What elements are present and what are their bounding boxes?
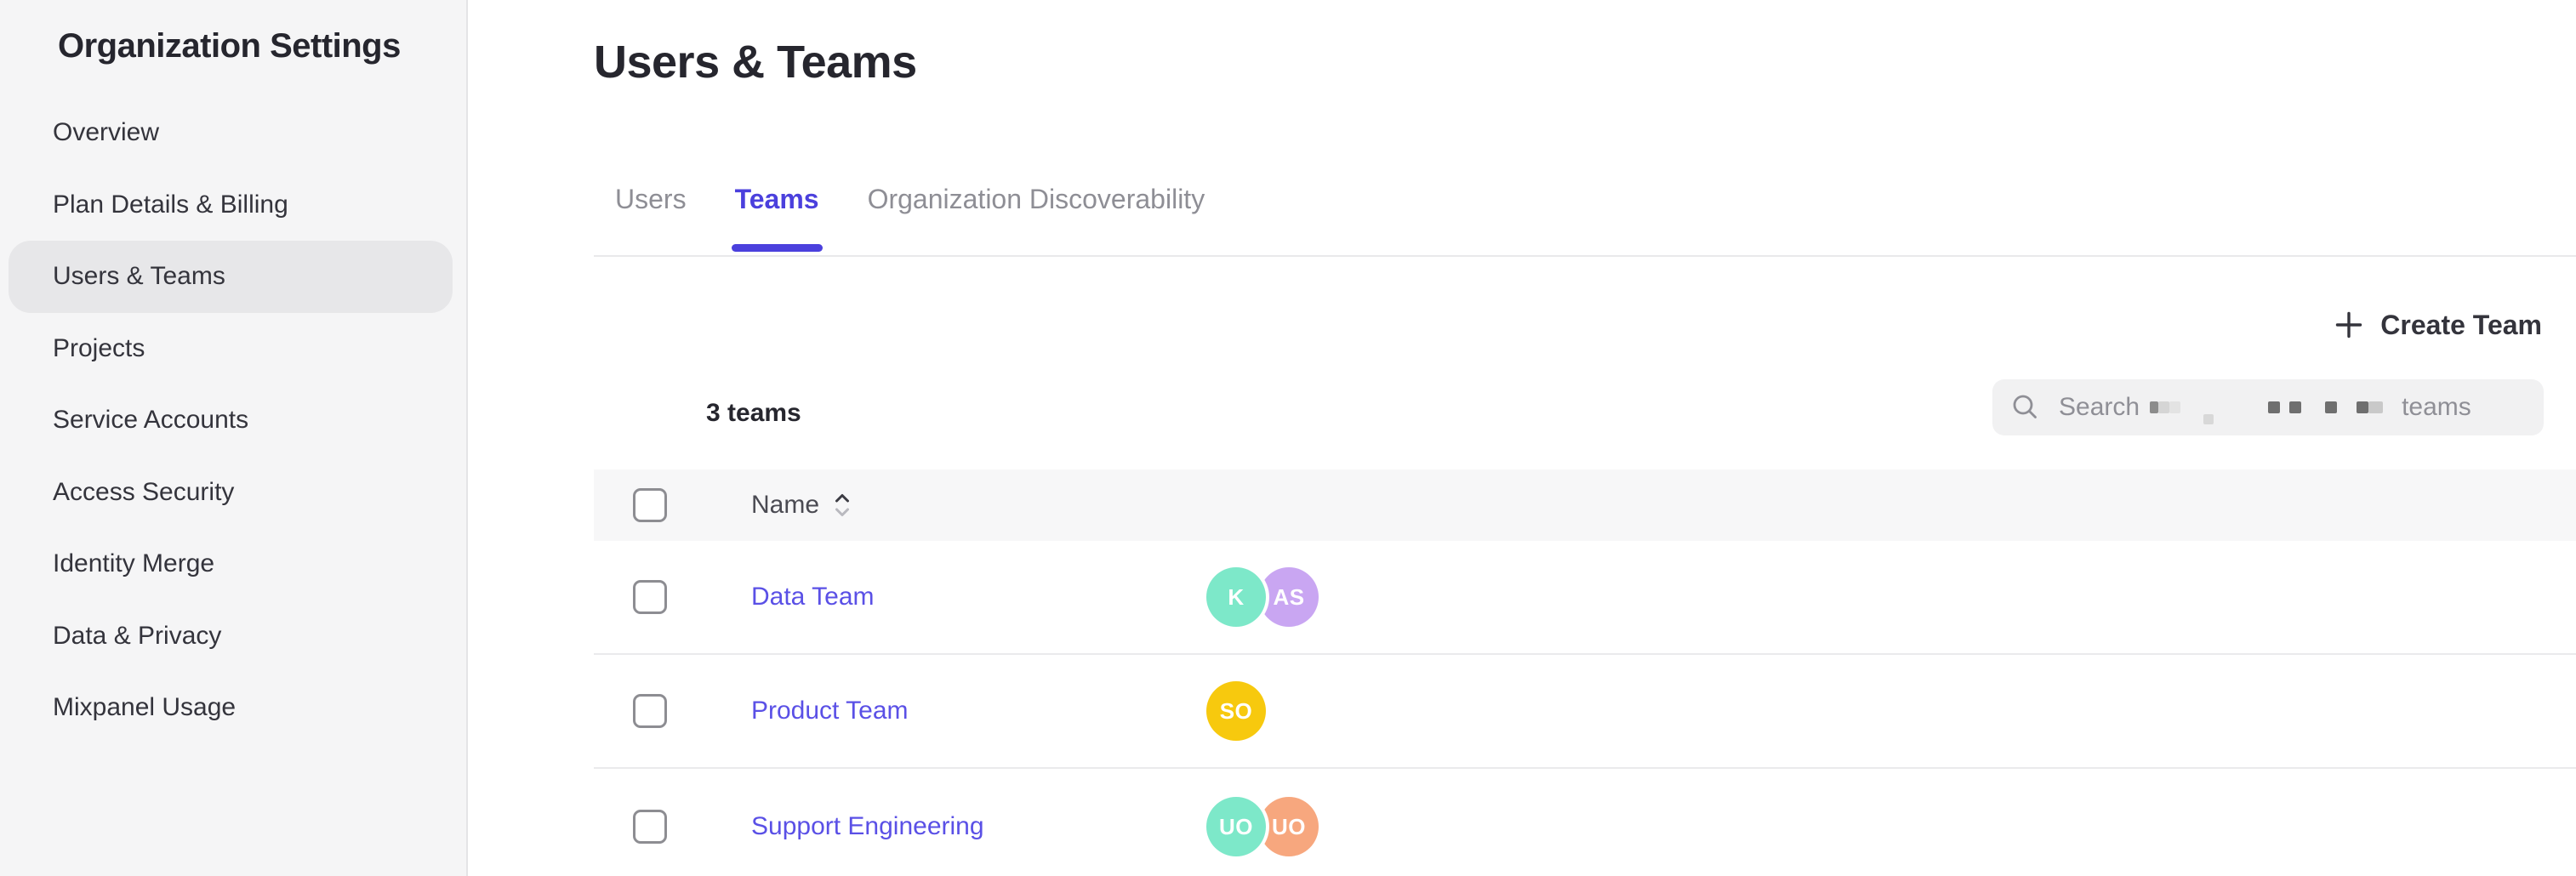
redacted-text-block: [2169, 401, 2181, 413]
sidebar-title: Organization Settings: [58, 27, 401, 65]
search-placeholder-suffix: teams: [2402, 393, 2471, 421]
sidebar-item-plan-details-billing[interactable]: Plan Details & Billing: [53, 190, 288, 219]
team-link-support-engineering[interactable]: Support Engineering: [751, 812, 984, 840]
table-header-row: Name: [594, 469, 2576, 541]
name-column-header[interactable]: Name: [751, 491, 850, 520]
member-avatar: UO: [1206, 797, 1266, 856]
redacted-text-block: [2357, 401, 2369, 413]
member-avatar: UO: [1259, 797, 1319, 856]
sort-icon: [835, 494, 850, 516]
team-row-data-team: Data Team K AS: [594, 541, 2576, 655]
team-name-cell: Support Engineering: [751, 812, 1206, 841]
team-search-input[interactable]: Search teams: [1992, 379, 2544, 435]
redacted-text-block: [2325, 401, 2338, 413]
tab-users[interactable]: Users: [615, 184, 687, 214]
sidebar: Organization Settings Overview Plan Detai…: [0, 0, 468, 876]
team-link-data-team[interactable]: Data Team: [751, 583, 875, 611]
team-name-cell: Data Team: [751, 583, 1206, 611]
sidebar-nav: Overview Plan Details & Billing Users & Te…: [0, 97, 466, 744]
redacted-text-block: [2203, 414, 2214, 424]
redacted-text-block: [2289, 401, 2302, 413]
teams-count: 3 teams: [706, 399, 801, 427]
sidebar-item-access-security[interactable]: Access Security: [53, 477, 235, 506]
row-checkbox[interactable]: [633, 694, 667, 728]
sidebar-item-users-teams[interactable]: Users & Teams: [9, 241, 453, 313]
redacted-text-block: [2150, 401, 2159, 413]
select-all-checkbox[interactable]: [633, 488, 667, 522]
page-title: Users & Teams: [594, 37, 917, 88]
team-link-product-team[interactable]: Product Team: [751, 697, 909, 725]
row-checkbox[interactable]: [633, 810, 667, 844]
create-team-button[interactable]: Create Team: [2334, 304, 2542, 345]
sidebar-item-projects[interactable]: Projects: [53, 333, 145, 362]
create-team-label: Create Team: [2380, 309, 2542, 340]
redacted-placeholder-blocks: [2140, 401, 2384, 424]
sidebar-item-identity-merge[interactable]: Identity Merge: [53, 549, 215, 578]
member-avatar: AS: [1259, 567, 1319, 627]
sidebar-item-data-privacy[interactable]: Data & Privacy: [53, 621, 222, 650]
search-placeholder-prefix: Search: [2059, 393, 2140, 421]
redacted-text-block: [2158, 401, 2170, 413]
member-avatar: SO: [1206, 681, 1266, 741]
tab-teams[interactable]: Teams: [731, 184, 823, 252]
member-avatars: K AS: [1206, 567, 1319, 627]
team-row-support-engineering: Support Engineering UO UO: [594, 769, 2576, 876]
member-avatars: UO UO: [1206, 797, 1319, 856]
team-name-cell: Product Team: [751, 697, 1206, 725]
redacted-text-block: [2368, 401, 2384, 413]
plus-icon: [2336, 311, 2362, 338]
member-avatars: SO: [1206, 681, 1266, 741]
sidebar-item-mixpanel-usage[interactable]: Mixpanel Usage: [53, 693, 237, 722]
main-content: Users & Teams Users Teams Organization Dis…: [470, 0, 2576, 876]
team-row-product-team: Product Team SO: [594, 655, 2576, 769]
search-icon: [2013, 395, 2037, 418]
sidebar-item-overview[interactable]: Overview: [53, 118, 160, 147]
sidebar-item-service-accounts[interactable]: Service Accounts: [53, 406, 249, 435]
teams-table-body: Data Team K AS Product Team SO Support Engine…: [594, 541, 2576, 876]
row-checkbox[interactable]: [633, 580, 667, 614]
member-avatar: K: [1206, 567, 1266, 627]
tabs: Users Teams Organization Discoverability: [615, 182, 2576, 252]
redacted-text-block: [2268, 401, 2281, 413]
tab-organization-discoverability[interactable]: Organization Discoverability: [867, 184, 1205, 214]
name-header-label: Name: [751, 491, 820, 519]
tab-bar: Users Teams Organization Discoverability: [594, 182, 2576, 257]
